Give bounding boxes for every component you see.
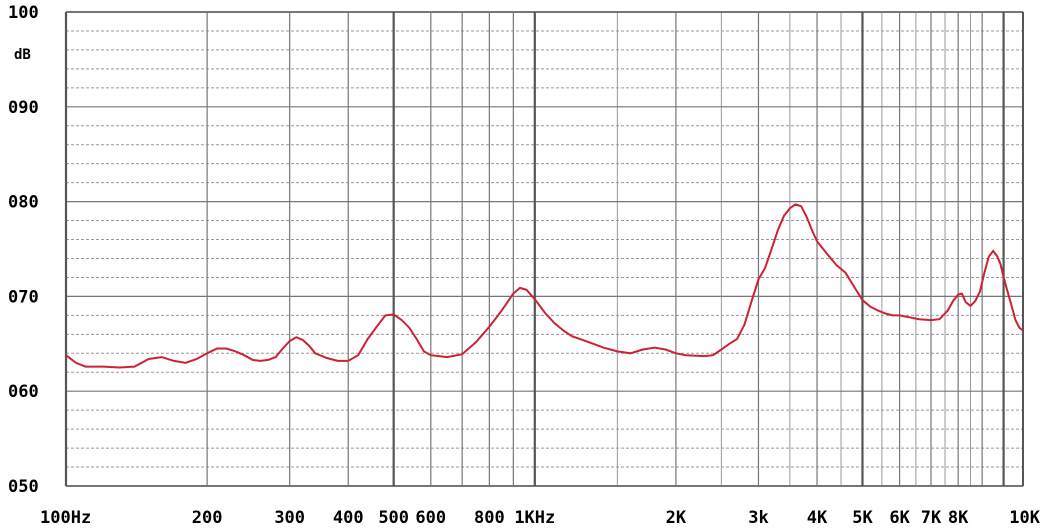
y-tick-label: 050 bbox=[8, 477, 39, 497]
x-tick-label: 500 bbox=[378, 508, 409, 528]
x-tick-label: 100Hz bbox=[40, 508, 91, 528]
x-tick-label: 1KHz bbox=[514, 508, 555, 528]
y-tick-label: 100 bbox=[8, 3, 39, 23]
y-tick-label: 070 bbox=[8, 287, 39, 307]
y-tick-label: 080 bbox=[8, 193, 39, 213]
x-tick-label: 4K bbox=[807, 508, 828, 528]
y-tick-label: 090 bbox=[8, 98, 39, 118]
major-gridlines bbox=[64, 11, 1024, 487]
x-tick-label: 600 bbox=[415, 508, 446, 528]
x-tick-label: 2K bbox=[666, 508, 687, 528]
x-tick-label: 7K bbox=[921, 508, 942, 528]
y-axis-tick-labels: 100 090 080 070 060 050 bbox=[8, 3, 39, 497]
x-tick-label: 300 bbox=[274, 508, 305, 528]
y-axis-unit-label: dB bbox=[14, 47, 31, 63]
x-tick-label: 10K bbox=[1009, 508, 1040, 528]
x-tick-label: 400 bbox=[333, 508, 364, 528]
y-tick-label: 060 bbox=[8, 382, 39, 402]
minor-gridlines bbox=[66, 12, 1023, 486]
x-tick-label: 5K bbox=[852, 508, 873, 528]
x-tick-label: 200 bbox=[192, 508, 223, 528]
response-curve bbox=[65, 203, 1024, 369]
x-tick-label: 800 bbox=[474, 508, 505, 528]
x-tick-label: 6K bbox=[889, 508, 910, 528]
x-tick-label: 8K bbox=[948, 508, 969, 528]
x-tick-label: 3k bbox=[748, 508, 768, 528]
x-axis-tick-labels: 100Hz 200 300 400 500 600 800 1KHz 2K 3k 4K 5K 6K 7K 8… bbox=[40, 508, 1041, 528]
